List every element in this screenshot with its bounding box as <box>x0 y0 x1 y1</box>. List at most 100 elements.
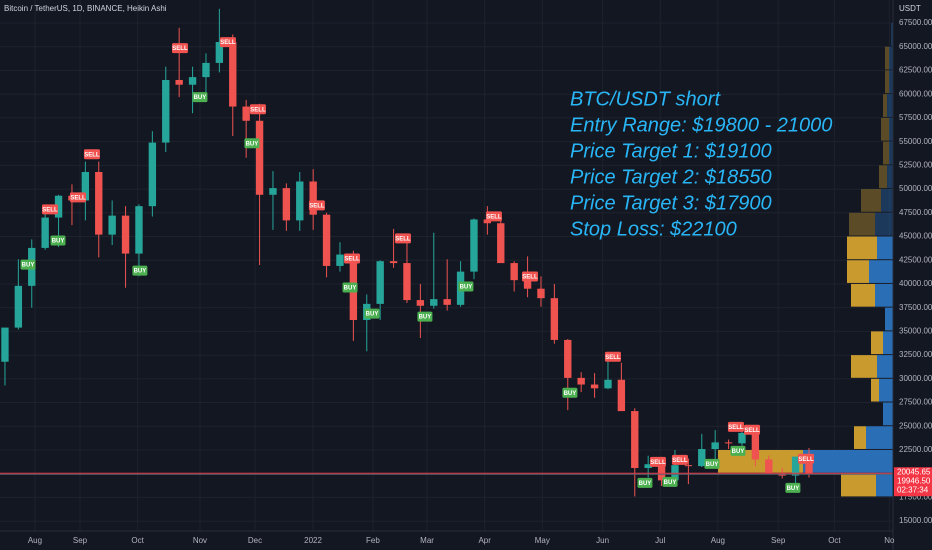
signal-box <box>41 204 58 215</box>
y-tick-label: 60000.00 <box>899 89 932 98</box>
candle-body <box>14 285 23 328</box>
y-tick-label: 27500.00 <box>899 398 932 407</box>
signal-label: BUY <box>664 480 677 486</box>
profile-bar <box>887 165 893 189</box>
candle-body <box>604 379 612 389</box>
profile-bar <box>879 165 887 189</box>
candle-body <box>95 172 103 235</box>
y-tick-label: 65000.00 <box>899 42 932 51</box>
profile-bar <box>871 331 883 355</box>
x-tick-label: Nov <box>193 536 207 545</box>
profile-bar <box>883 402 893 426</box>
candle-body <box>108 215 116 235</box>
signal-box <box>798 453 815 464</box>
profile-bar <box>861 189 881 212</box>
signal-box <box>727 421 744 432</box>
y-tick-label: 37500.00 <box>899 303 932 312</box>
signal-label: BUY <box>246 141 259 147</box>
x-tick-label: Dec <box>248 536 262 545</box>
signal-box <box>637 477 653 488</box>
x-tick-label: May <box>535 536 550 545</box>
signal-box <box>521 271 538 282</box>
profile-bar <box>877 236 893 260</box>
candle-body <box>523 280 532 289</box>
price-tag <box>894 467 932 478</box>
signal-label: SELL <box>70 196 86 202</box>
y-tick-label: 35000.00 <box>899 326 932 335</box>
signal-box <box>785 482 801 493</box>
profile-bar <box>869 260 893 283</box>
candle-body <box>590 384 599 389</box>
signal-box <box>244 138 260 149</box>
signal-label: SELL <box>605 355 621 361</box>
candle-body <box>765 459 773 474</box>
signal-box <box>171 43 188 54</box>
annotation-line: Entry Range: $19800 - 21000 <box>570 114 832 136</box>
profile-bar <box>883 331 893 355</box>
price-tag <box>894 476 932 497</box>
signal-label: SELL <box>486 214 502 220</box>
signal-label: SELL <box>798 457 814 463</box>
candle-body <box>510 263 518 281</box>
candle-body <box>738 432 746 444</box>
signal-box <box>562 387 578 398</box>
candle-body <box>537 288 545 299</box>
annotation-line: Price Target 1: $19100 <box>570 140 772 162</box>
profile-bar <box>851 355 877 378</box>
candle-body <box>81 172 90 201</box>
x-tick-label: No <box>884 536 895 545</box>
signal-label: BUY <box>52 239 65 245</box>
signal-box <box>192 92 208 103</box>
signal-box <box>704 458 720 469</box>
signal-box <box>132 265 148 276</box>
candle-body <box>711 442 719 450</box>
candle-body <box>698 449 706 467</box>
signal-box <box>83 149 100 160</box>
signal-label: BUY <box>366 312 379 318</box>
x-tick-label: Jul <box>655 536 665 545</box>
signal-label: BUY <box>732 449 745 455</box>
signal-label: BUY <box>639 481 652 487</box>
y-tick-label: 30000.00 <box>899 374 932 383</box>
candle-body <box>470 219 478 272</box>
annotation-line: Price Target 2: $18550 <box>570 166 772 188</box>
signal-label: SELL <box>744 428 760 434</box>
chart-title: Bitcoin / TetherUS, 1D, BINANCE, Heikin … <box>4 4 167 13</box>
profile-bar <box>891 23 893 46</box>
candle-body <box>1 327 9 362</box>
candle-body <box>657 464 666 481</box>
profile-bar <box>841 473 876 497</box>
profile-bar <box>847 236 877 260</box>
price-tag-label: 19946.50 <box>897 476 931 485</box>
profile-bar <box>889 46 893 70</box>
x-tick-label: Sep <box>73 536 88 545</box>
candle-body <box>215 42 224 63</box>
signal-label: BUY <box>22 263 35 269</box>
signal-box <box>342 282 358 293</box>
signal-box <box>394 233 411 244</box>
candle-body <box>322 214 331 266</box>
signal-box <box>417 311 433 322</box>
axis-unit: USDT <box>899 4 921 13</box>
candle-body <box>751 432 760 460</box>
candle-body <box>443 299 451 305</box>
y-tick-label: 40000.00 <box>899 279 932 288</box>
annotation-line: Price Target 3: $17900 <box>570 192 772 214</box>
signal-label: BUY <box>460 285 473 291</box>
candle-body <box>805 456 813 475</box>
x-tick-label: Apr <box>478 536 491 545</box>
candle-body <box>242 106 250 121</box>
signal-box <box>364 308 380 319</box>
signal-label: SELL <box>650 460 666 466</box>
candle-body <box>229 42 237 107</box>
signal-label: SELL <box>250 107 266 113</box>
y-tick-label: 50000.00 <box>899 184 932 193</box>
signal-label: SELL <box>84 152 100 158</box>
candle-body <box>550 298 559 340</box>
y-tick-label: 62500.00 <box>899 66 932 75</box>
candle-body <box>188 77 197 85</box>
y-tick-label: 55000.00 <box>899 137 932 146</box>
candle-body <box>202 62 210 78</box>
signal-box <box>485 211 502 222</box>
